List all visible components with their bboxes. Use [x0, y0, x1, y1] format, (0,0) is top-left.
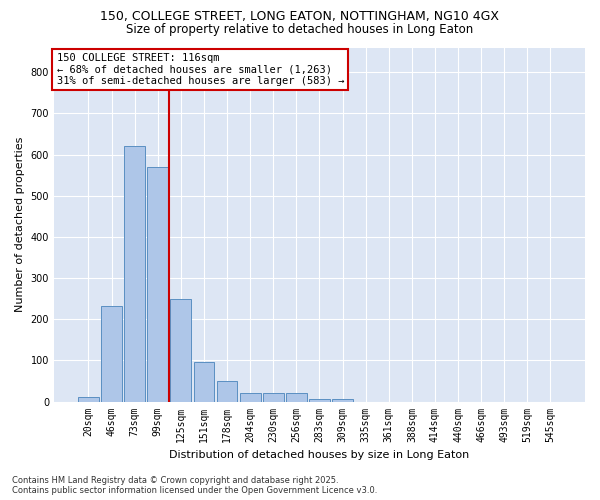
- Bar: [286, 394, 307, 402]
- Bar: [263, 394, 284, 402]
- Text: 150 COLLEGE STREET: 116sqm
← 68% of detached houses are smaller (1,263)
31% of s: 150 COLLEGE STREET: 116sqm ← 68% of deta…: [56, 53, 344, 86]
- Bar: [194, 362, 214, 402]
- Bar: [240, 394, 260, 402]
- Y-axis label: Number of detached properties: Number of detached properties: [15, 137, 25, 312]
- X-axis label: Distribution of detached houses by size in Long Eaton: Distribution of detached houses by size …: [169, 450, 470, 460]
- Bar: [217, 381, 238, 402]
- Bar: [332, 400, 353, 402]
- Text: Contains HM Land Registry data © Crown copyright and database right 2025.
Contai: Contains HM Land Registry data © Crown c…: [12, 476, 377, 495]
- Text: 150, COLLEGE STREET, LONG EATON, NOTTINGHAM, NG10 4GX: 150, COLLEGE STREET, LONG EATON, NOTTING…: [101, 10, 499, 23]
- Bar: [124, 146, 145, 402]
- Bar: [148, 167, 168, 402]
- Bar: [101, 306, 122, 402]
- Bar: [309, 400, 330, 402]
- Bar: [170, 298, 191, 402]
- Text: Size of property relative to detached houses in Long Eaton: Size of property relative to detached ho…: [127, 22, 473, 36]
- Bar: [78, 398, 99, 402]
